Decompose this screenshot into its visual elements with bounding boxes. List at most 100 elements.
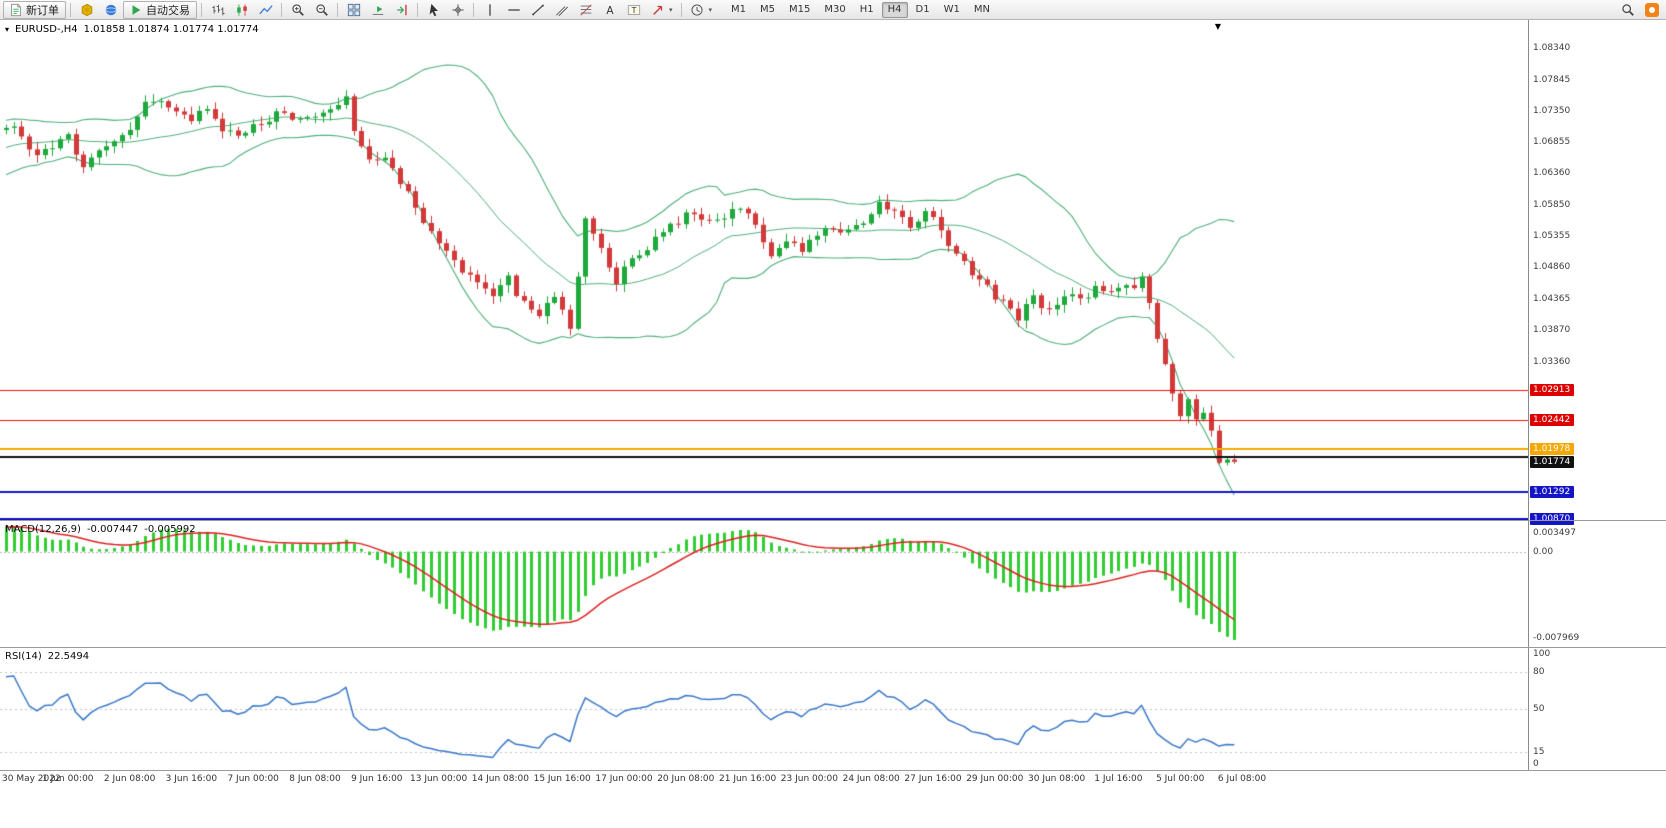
caret-down-icon: ▾	[669, 5, 673, 14]
hline-icon	[506, 2, 521, 17]
rsi-name: RSI(14)	[5, 651, 42, 662]
timeframe-h4[interactable]: H4	[881, 1, 908, 18]
trend-icon	[530, 2, 545, 17]
timeframe-m15[interactable]: M15	[789, 3, 811, 15]
time-label: 30 May 2022	[2, 774, 61, 784]
price-axis-tick: 1.05355	[1533, 231, 1571, 242]
autoscroll-icon	[370, 2, 385, 17]
time-label: 9 Jun 16:00	[351, 774, 403, 784]
search-button[interactable]	[1616, 1, 1639, 19]
auto-scroll-button[interactable]	[366, 1, 389, 19]
zoomout-icon	[314, 2, 329, 17]
rsi-label: RSI(14) 22.5494	[5, 651, 89, 662]
time-axis: 30 May 2022 1 Jun 00:00 2 Jun 08:00 3 Jun 1…	[0, 772, 1528, 788]
timeframe-m5[interactable]: M5	[760, 3, 776, 15]
timeframe-mn[interactable]: MN	[973, 3, 990, 15]
zoom-in-button[interactable]	[286, 1, 309, 19]
periods-button[interactable]: ▾	[686, 1, 717, 19]
macd-pane: MACD(12,26,9) -0.007447 -0.005992	[0, 521, 1528, 647]
trendline-button[interactable]	[526, 1, 549, 19]
text-button[interactable]: A	[598, 1, 621, 19]
arrows-button[interactable]: ▾	[646, 1, 677, 19]
toolbar-right	[1616, 1, 1663, 19]
pane-separator[interactable]	[0, 520, 1666, 521]
price-axis-tick: 1.07845	[1533, 74, 1571, 85]
toolbar-separator	[417, 2, 418, 17]
channel-icon	[554, 2, 569, 17]
macd-main-value: -0.007447	[86, 524, 139, 535]
fibo-icon	[578, 2, 593, 17]
arrowne-icon	[650, 2, 665, 17]
candles-icon	[234, 2, 249, 17]
timeframe-d1[interactable]: D1	[915, 3, 930, 15]
textA-icon: A	[602, 2, 617, 17]
rsi-axis-tick: 50	[1533, 704, 1545, 714]
channel-button[interactable]	[550, 1, 573, 19]
time-label: 30 Jun 08:00	[1028, 774, 1086, 784]
price-pane: ▾ EURUSD-,H4 1.01858 1.01874 1.01774 1.0…	[0, 20, 1528, 520]
toolbar-separator	[337, 2, 338, 17]
time-label: 15 Jun 16:00	[533, 774, 591, 784]
time-label: 21 Jun 16:00	[719, 774, 777, 784]
timeframe-w1[interactable]: W1	[943, 3, 960, 15]
new-order-button[interactable]: 新订单	[3, 0, 66, 19]
toolbar-separator	[473, 2, 474, 17]
tile-windows-button[interactable]	[342, 1, 365, 19]
pane-separator[interactable]	[0, 647, 1666, 648]
price-axis-tick: 1.03360	[1533, 356, 1571, 367]
timeframe-m1[interactable]: M1	[731, 3, 747, 15]
timeframe-m30[interactable]: M30	[824, 3, 846, 15]
crosshair-icon	[450, 2, 465, 17]
rsi-axis-tick: 80	[1533, 667, 1545, 678]
rsi-pane: RSI(14) 22.5494	[0, 648, 1528, 770]
search-icon	[1620, 2, 1635, 17]
macd-axis-tick: 0.003497	[1533, 528, 1576, 538]
price-axis-tick: 1.06855	[1533, 136, 1571, 147]
line-chart-button[interactable]	[254, 1, 277, 19]
price-axis-tick: 1.04365	[1533, 293, 1571, 304]
price-chart-canvas[interactable]	[0, 20, 1528, 520]
time-label: 29 Jun 00:00	[966, 774, 1024, 784]
price-tag: 1.01978	[1530, 442, 1575, 455]
candlestick-chart-button[interactable]	[230, 1, 253, 19]
cursor-button[interactable]	[422, 1, 445, 19]
rsi-axis-tick: 100	[1533, 649, 1551, 659]
crosshair-button[interactable]	[446, 1, 469, 19]
fibonacci-button[interactable]	[574, 1, 597, 19]
macd-signal-value: -0.005992	[144, 524, 196, 535]
auto-trading-button[interactable]: 自动交易	[123, 0, 197, 19]
tiles-icon	[346, 2, 361, 17]
chart-symbol-period: EURUSD-,H4	[15, 24, 78, 35]
linechart-icon	[258, 2, 273, 17]
time-label: 3 Jun 16:00	[165, 774, 218, 784]
time-label: 2 Jun 08:00	[103, 774, 156, 784]
pane-separator[interactable]	[0, 770, 1666, 771]
labelT-icon: T	[626, 2, 641, 17]
toolbar-separator	[281, 2, 282, 17]
alerts-badge-icon[interactable]	[1645, 2, 1659, 17]
profiles-button[interactable]	[75, 1, 98, 19]
time-label: 7 Jun 00:00	[227, 774, 279, 784]
collapse-icon[interactable]: ▾	[5, 25, 10, 34]
price-tag: 1.02442	[1530, 413, 1575, 426]
macd-canvas[interactable]	[0, 521, 1528, 647]
toolbar-separator	[680, 2, 682, 17]
time-label: 8 Jun 08:00	[289, 774, 341, 784]
label-button[interactable]: T	[622, 1, 645, 19]
sphere-icon	[103, 2, 118, 17]
price-tag: 1.01292	[1530, 486, 1575, 499]
zoom-out-button[interactable]	[310, 1, 333, 19]
terminal-button[interactable]	[99, 1, 122, 19]
time-label: 17 Jun 00:00	[595, 774, 653, 784]
rsi-canvas[interactable]	[0, 648, 1528, 770]
vertical-line-button[interactable]	[478, 1, 501, 19]
macd-axis-tick: 0.00	[1533, 546, 1554, 557]
chart-shift-button[interactable]	[390, 1, 413, 19]
timeframe-h1[interactable]: H1	[859, 3, 874, 15]
time-label: 27 Jun 16:00	[904, 774, 962, 784]
toolbar-separator	[70, 2, 71, 17]
new-order-button-label: 新订单	[26, 3, 59, 17]
horizontal-line-button[interactable]	[502, 1, 525, 19]
bar-chart-button[interactable]	[206, 1, 229, 19]
